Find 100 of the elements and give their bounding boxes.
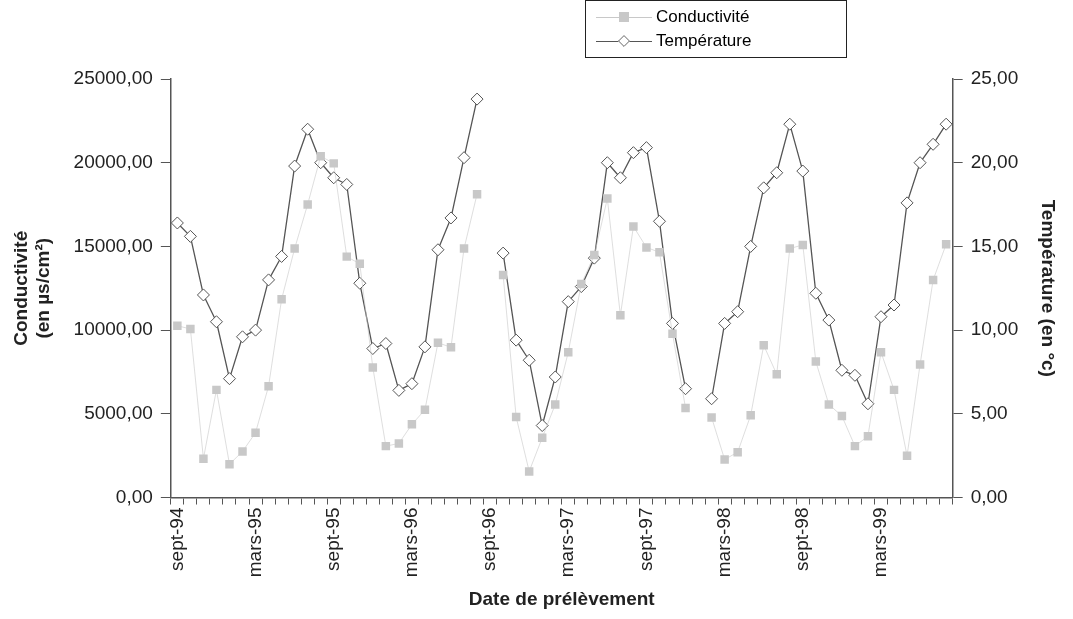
point (746, 411, 755, 420)
point (316, 151, 325, 161)
x-tick-label: mars-96 (400, 507, 422, 578)
y-axis-title: Conductivité (en µs/cm²) (9, 230, 54, 346)
point (561, 295, 575, 309)
point (616, 310, 625, 320)
point (770, 166, 784, 180)
point (639, 141, 653, 155)
point (301, 122, 315, 136)
point (757, 181, 771, 195)
point (848, 368, 862, 382)
x-tick-label: mars-99 (869, 507, 891, 578)
x-tick-label: sept-97 (634, 507, 656, 571)
y2-tick-label: 5,00 (970, 402, 1008, 424)
point (705, 392, 719, 406)
point (811, 357, 821, 366)
point (288, 159, 302, 173)
point (535, 419, 549, 433)
point (405, 377, 419, 391)
point (744, 239, 758, 253)
point (264, 381, 273, 391)
y2-tick-label: 25,00 (970, 67, 1019, 89)
point (199, 454, 208, 463)
point (496, 246, 510, 260)
point (822, 313, 836, 327)
point (368, 363, 378, 372)
point (340, 177, 354, 191)
y-tick-label: 20000,00 (73, 150, 153, 172)
x-tick-label: sept-96 (478, 507, 500, 571)
point (861, 397, 875, 411)
x-axis-title: Date de prélèvement (468, 587, 656, 609)
point (277, 295, 286, 304)
point (600, 156, 614, 170)
point (668, 329, 677, 339)
point (457, 151, 471, 165)
point (262, 273, 276, 287)
point (407, 420, 417, 429)
point (366, 342, 380, 356)
y2-tick-label: 20,00 (970, 150, 1019, 172)
x-tick-label: mars-97 (556, 507, 578, 578)
y-tick-label: 25000,00 (73, 67, 153, 89)
point (548, 370, 562, 384)
point (707, 413, 716, 422)
point (212, 385, 221, 395)
point (379, 337, 393, 350)
y-tick-label: 10000,00 (73, 318, 153, 340)
point (718, 316, 732, 330)
point (926, 137, 940, 151)
point (577, 279, 586, 289)
x-tick-label: sept-95 (321, 507, 343, 571)
point (394, 439, 404, 448)
point (809, 286, 823, 300)
point (824, 400, 834, 409)
point (642, 243, 651, 252)
legend-label: Conductivité (656, 7, 750, 27)
point (772, 370, 781, 379)
x-tick-label: mars-98 (712, 507, 734, 578)
x-tick-label: sept-94 (165, 507, 187, 571)
point (170, 216, 184, 230)
point (915, 360, 925, 369)
legend-label: Température (656, 31, 752, 51)
point (392, 383, 406, 397)
point (209, 315, 223, 329)
point (590, 250, 599, 260)
point (900, 196, 914, 210)
y2-tick-label: 0,00 (970, 485, 1008, 507)
point (222, 372, 236, 386)
point (327, 171, 341, 185)
point (186, 324, 195, 334)
point (731, 305, 745, 319)
point (874, 310, 888, 324)
point (626, 146, 640, 160)
point (251, 428, 260, 437)
point (613, 171, 627, 185)
point (524, 467, 534, 476)
point (564, 347, 573, 357)
point (652, 214, 666, 228)
point (329, 159, 338, 168)
y2-tick-label: 15,00 (970, 234, 1019, 256)
point (418, 340, 432, 354)
point (785, 244, 795, 253)
point (666, 316, 680, 330)
point (444, 211, 458, 225)
y-tick-label: 15000,00 (73, 234, 153, 256)
y-tick-label: 5000,00 (84, 402, 153, 424)
point (796, 164, 810, 178)
point (470, 92, 484, 106)
point (431, 243, 445, 257)
point (603, 194, 612, 203)
point (835, 363, 849, 377)
point (887, 298, 901, 312)
y-tick-label: 0,00 (115, 485, 153, 507)
y2-axis-title: Température (en °c) (1038, 199, 1060, 377)
point (679, 382, 693, 396)
point (655, 248, 664, 257)
point (303, 200, 312, 209)
point (720, 455, 729, 464)
point (939, 117, 953, 131)
point (342, 252, 351, 261)
point (509, 333, 523, 347)
